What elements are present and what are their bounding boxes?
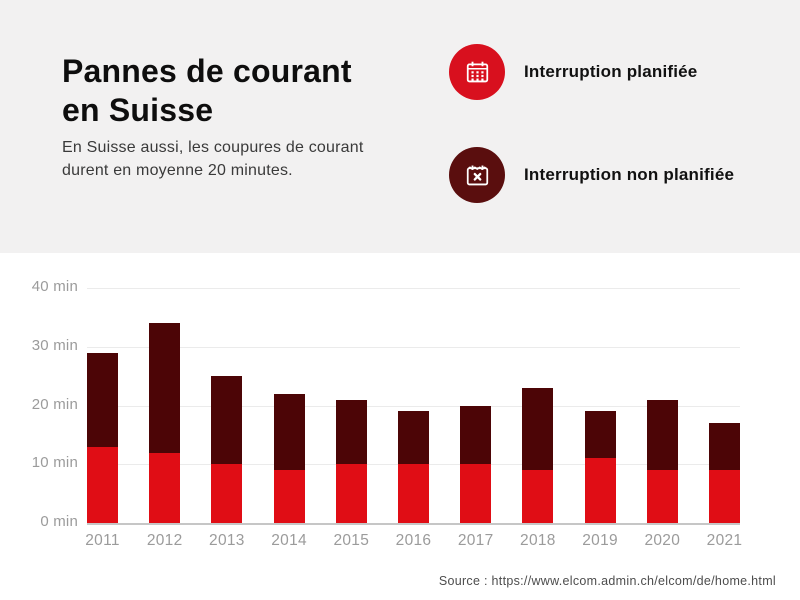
- x-axis-tick-label: 2012: [146, 532, 183, 549]
- bar-segment-planned: [335, 464, 367, 523]
- bar-segment-unplanned: [709, 423, 740, 471]
- bar-segment-unplanned: [87, 352, 118, 447]
- bar-segment-planned: [87, 446, 118, 523]
- bar-chart: 0 min 10 min 20 min 30 min 40 min 2011 2012 201…: [0, 253, 800, 560]
- page-title-line1: Pannes de courant: [62, 53, 352, 89]
- gridline: [87, 405, 740, 407]
- legend-item-unplanned: Interruption non planifiée: [449, 147, 734, 203]
- page-subtitle-line1: En Suisse aussi, les coupures de courant: [62, 139, 364, 156]
- bar-segment-planned: [522, 470, 554, 523]
- bar-segment-unplanned: [211, 376, 243, 465]
- legend-label-planned: Interruption planifiée: [524, 62, 698, 81]
- bar-segment-planned: [646, 470, 678, 523]
- page-title-line2: en Suisse: [62, 92, 214, 128]
- page-subtitle: En Suisse aussi, les coupures de courant…: [62, 136, 364, 182]
- page-title: Pannes de courant en Suisse: [62, 52, 352, 130]
- y-axis-tick-label: 20 min: [31, 395, 78, 413]
- page-subtitle-line2: durent en moyenne 20 minutes.: [62, 162, 293, 179]
- gridline: [87, 523, 740, 525]
- unplanned-interruption-badge: [449, 147, 505, 203]
- bar-segment-planned: [211, 464, 243, 523]
- gridline: [87, 346, 740, 348]
- source-text: Source : https://www.elcom.admin.ch/elco…: [438, 574, 776, 588]
- gridline: [87, 288, 740, 289]
- x-axis-tick-label: 2017: [457, 532, 494, 549]
- bar-segment-unplanned: [273, 393, 305, 471]
- bar-segment-unplanned: [460, 405, 492, 465]
- bar-segment-planned: [584, 458, 616, 523]
- bar-segment-planned: [709, 470, 740, 523]
- bar-segment-unplanned: [584, 411, 616, 459]
- y-axis-tick-label: 40 min: [31, 278, 78, 295]
- y-axis-tick-label: 10 min: [31, 454, 78, 472]
- header-panel: Pannes de courant en Suisse En Suisse au…: [0, 0, 800, 253]
- bar-segment-planned: [149, 452, 181, 523]
- x-axis-tick-label: 2015: [333, 532, 370, 549]
- x-axis-tick-label: 2016: [395, 532, 432, 549]
- y-axis-tick-label: 0 min: [40, 513, 78, 530]
- x-axis-tick-label: 2019: [582, 532, 618, 549]
- x-axis-tick-label: 2020: [644, 532, 681, 549]
- calendar-x-icon: [466, 165, 488, 185]
- bar-segment-unplanned: [335, 399, 367, 465]
- bar-segment-planned: [273, 470, 305, 523]
- x-axis-tick-label: 2011: [85, 532, 120, 549]
- y-axis-tick-label: 30 min: [31, 336, 78, 354]
- legend-label-unplanned: Interruption non planifiée: [524, 165, 735, 184]
- bar-segment-planned: [398, 464, 429, 523]
- x-axis-tick-label: 2014: [271, 532, 307, 549]
- x-axis-tick-label: 2013: [209, 532, 245, 549]
- x-axis-tick-label: 2021: [706, 532, 743, 549]
- bar-segment-unplanned: [522, 387, 554, 471]
- bar-segment-unplanned: [149, 323, 181, 453]
- planned-interruption-badge: [449, 44, 505, 100]
- bar-segment-unplanned: [646, 399, 678, 471]
- legend-item-planned: Interruption planifiée: [449, 44, 697, 100]
- calendar-grid-icon: [466, 61, 488, 82]
- bar-segment-planned: [460, 464, 492, 523]
- x-axis-tick-label: 2018: [520, 532, 556, 549]
- bar-segment-unplanned: [398, 411, 429, 465]
